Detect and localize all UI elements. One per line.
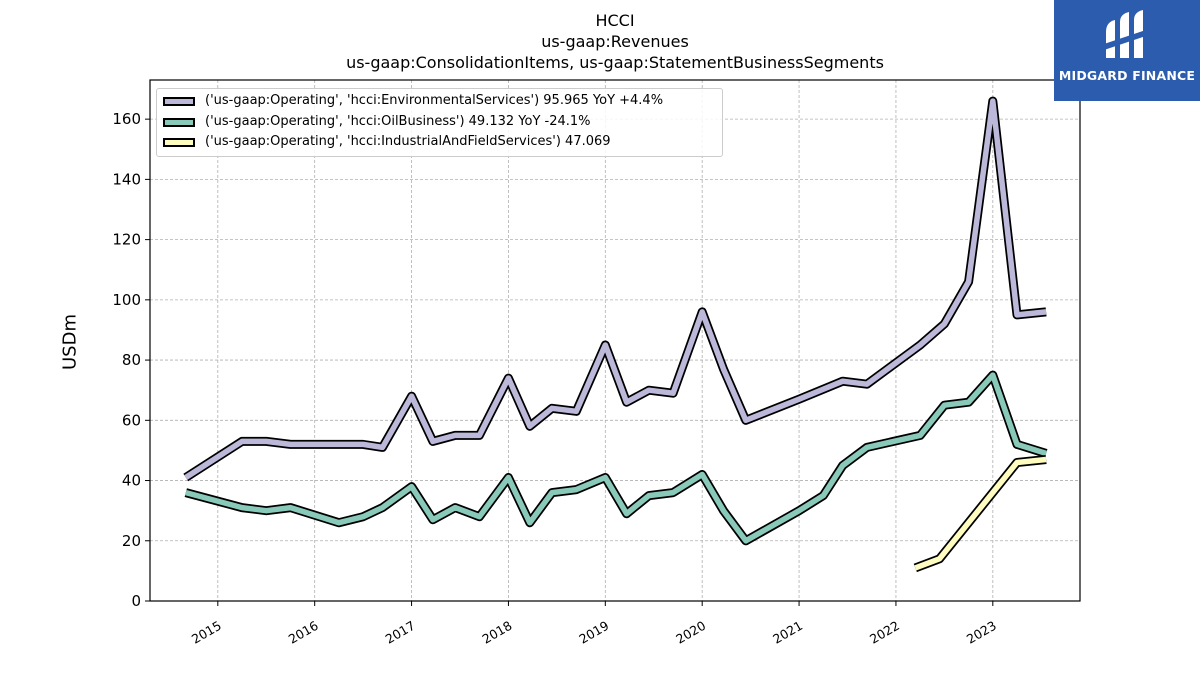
x-tick-label-2020: 2020 (673, 618, 708, 647)
y-axis-label: USDm (59, 314, 81, 370)
x-tick-label-2015: 2015 (189, 618, 224, 647)
chart-title: HCCI (595, 11, 635, 30)
series-line-environmental (184, 98, 1047, 480)
logo-text: MIDGARD FINANCE (1058, 68, 1196, 83)
plot-frame (149, 79, 1081, 602)
x-tick-label-2022: 2022 (867, 618, 902, 647)
logo-mark-icon (1104, 10, 1146, 58)
x-tick-label-2023: 2023 (964, 618, 999, 647)
x-tick-label-2021: 2021 (770, 618, 805, 647)
y-tick-label-20: 20 (122, 532, 141, 550)
x-tick-label-2017: 2017 (383, 618, 418, 647)
y-tick-label-140: 140 (112, 170, 141, 188)
y-tick-label-120: 120 (112, 231, 141, 249)
chart-subtitle-1: us-gaap:Revenues (541, 32, 689, 51)
logo: MIDGARD FINANCE (1054, 0, 1200, 101)
x-tick-label-2016: 2016 (286, 618, 321, 647)
series-line-industrial (914, 456, 1047, 571)
series-line-oil (185, 372, 1047, 544)
y-tick-label-80: 80 (122, 351, 141, 369)
x-tick-label-2018: 2018 (479, 618, 514, 647)
legend-label-oil: ('us-gaap:Operating', 'hcci:OilBusiness'… (205, 114, 591, 129)
y-tick-label-160: 160 (112, 110, 141, 128)
series-outline-industrial (913, 455, 1047, 573)
legend: ('us-gaap:Operating', 'hcci:Environmenta… (156, 88, 723, 157)
x-tick-label-2019: 2019 (576, 618, 611, 647)
y-tick-label-40: 40 (122, 472, 141, 490)
y-tick-label-60: 60 (122, 411, 141, 429)
y-tick-label-100: 100 (112, 291, 141, 309)
legend-swatch-industrial (163, 138, 195, 147)
y-tick-label-0: 0 (131, 592, 141, 610)
legend-swatch-environmental (163, 97, 195, 106)
legend-label-environmental: ('us-gaap:Operating', 'hcci:Environmenta… (205, 93, 664, 108)
series-lines (183, 96, 1048, 573)
grid-lines (150, 80, 1080, 602)
legend-label-industrial: ('us-gaap:Operating', 'hcci:IndustrialAn… (205, 134, 611, 149)
legend-swatch-oil (163, 118, 195, 127)
chart-subtitle-2: us-gaap:ConsolidationItems, us-gaap:Stat… (346, 53, 884, 72)
